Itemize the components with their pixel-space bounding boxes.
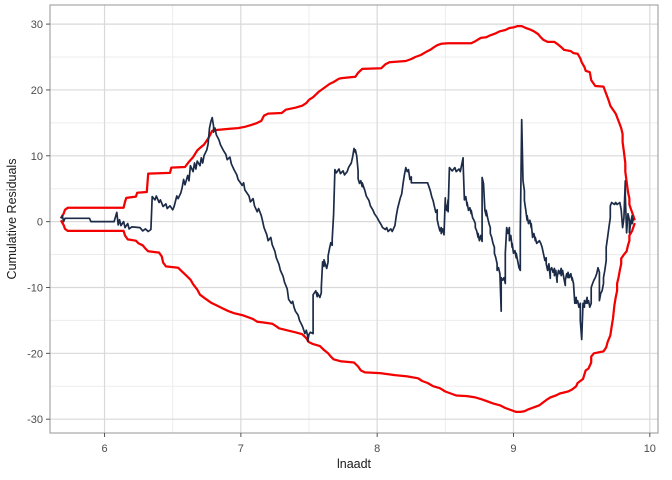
x-tick-label: 6 — [101, 443, 107, 455]
x-tick-label: 10 — [644, 443, 656, 455]
cumulative-residuals-line — [60, 116, 635, 343]
plot-area: 6 7 8 9 10 -30 -20 -10 0 10 20 30 — [27, 4, 659, 455]
lower-control-limit-line — [59, 219, 636, 414]
panel-border — [49, 4, 659, 434]
x-tick-label: 9 — [510, 443, 516, 455]
y-axis-title: Cumulative Residuals — [5, 159, 19, 280]
y-tick-label: 30 — [31, 19, 43, 31]
y-tick-label: 10 — [31, 151, 43, 163]
x-axis-title: lnaadt — [337, 457, 372, 471]
y-tick-label: 0 — [37, 217, 43, 229]
x-tick-label: 7 — [238, 443, 244, 455]
y-tick-label: -20 — [27, 348, 43, 360]
x-tick-label: 8 — [374, 443, 380, 455]
y-tick-label: -30 — [27, 414, 43, 426]
panel-background — [50, 5, 658, 433]
y-tick-label: 20 — [31, 85, 43, 97]
y-tick-label: -10 — [27, 282, 43, 294]
upper-control-limit-line — [59, 24, 636, 221]
